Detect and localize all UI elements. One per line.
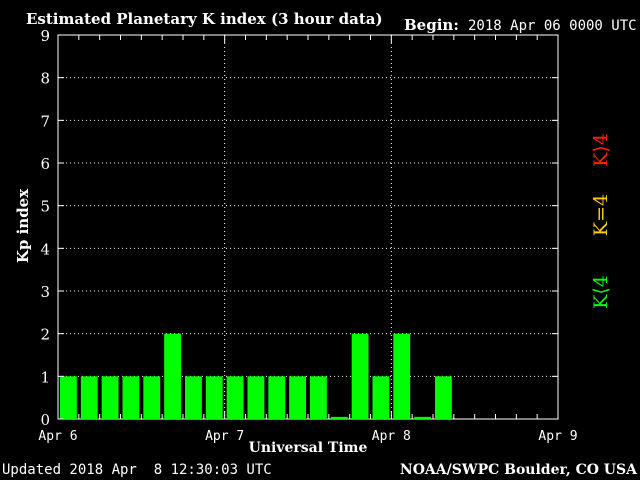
begin-value: 2018 Apr 06 0000 UTC [468,18,637,34]
kp-bar [164,333,181,419]
kp-bar [185,376,202,419]
kp-bar [268,376,286,419]
data-source: NOAA/SWPC Boulder, CO USA [400,462,638,478]
chart-title: Estimated Planetary K index (3 hour data… [26,10,383,28]
x-tick-label: Apr 8 [372,429,411,444]
kp-bar [247,376,265,419]
kp-bar [226,376,244,419]
y-tick-label: 7 [40,112,50,130]
kp-bar [143,376,161,419]
y-tick-label: 3 [40,283,50,301]
plot-frame [57,34,559,420]
y-tick-label: 6 [40,155,50,173]
y-tick-label: 1 [40,368,50,386]
x-tick-label: Apr 9 [538,429,577,444]
kp-bar [330,416,348,419]
kp-bar [435,376,452,419]
y-tick-label: 2 [40,326,50,344]
kp-bar [80,376,98,419]
x-tick-label: Apr 7 [205,429,244,444]
kp-bar [122,376,140,419]
y-axis-label: Kp index [14,188,32,263]
x-axis-label: Universal Time [249,440,368,456]
y-tick-label: 4 [40,240,50,258]
kp-bar [205,376,223,419]
begin-label: Begin: [404,16,459,34]
updated-timestamp: Updated 2018 Apr 8 12:30:03 UTC [2,462,272,478]
x-ticks: Apr 6 Apr 7 Apr 8 Apr 9 [38,35,578,444]
y-ticks: 0 1 2 3 4 5 6 7 8 9 [40,27,558,429]
legend-k-greater-4: K⟩4 [590,133,612,167]
y-tick-label: 8 [40,70,50,88]
kp-bar [60,376,77,419]
y-tick-label: 0 [40,411,50,429]
kp-bar [101,376,119,419]
legend-k-equal-4: K=4 [590,194,612,236]
kp-bar [310,376,327,419]
kp-bar [372,376,390,419]
kp-bar [289,376,306,419]
bars-group [60,333,452,419]
legend-k-less-4: K⟨4 [590,275,612,309]
kp-bar [351,333,369,419]
kp-bar [414,416,431,419]
y-tick-label: 5 [40,198,50,216]
kp-bar [393,333,411,419]
grid-lines [58,35,558,419]
x-tick-label: Apr 6 [38,429,77,444]
y-tick-label: 9 [40,27,50,45]
